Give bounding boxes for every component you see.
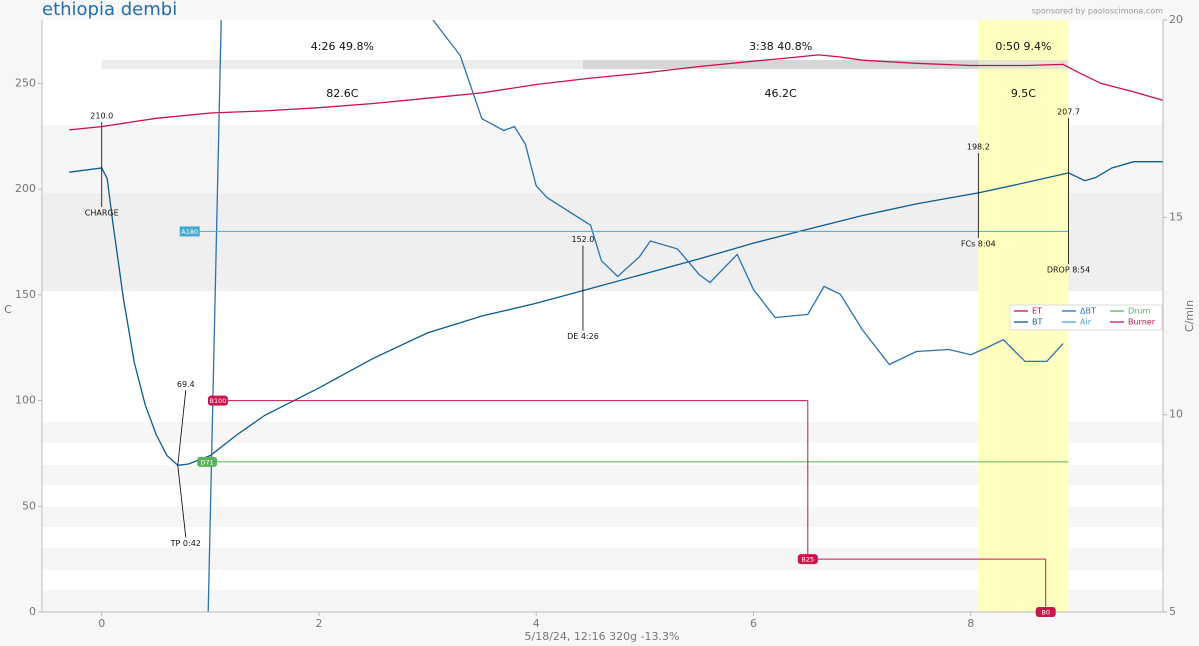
x-tick-label: 8 bbox=[967, 617, 974, 630]
band bbox=[42, 465, 1163, 485]
event-leader bbox=[177, 465, 187, 538]
phase-delta: 46.2C bbox=[765, 87, 797, 100]
legend-label: Air bbox=[1080, 318, 1092, 327]
event-label: DROP 8:54 bbox=[1047, 265, 1090, 274]
bands bbox=[42, 125, 1163, 612]
tag: B0 bbox=[1035, 607, 1056, 617]
tag-label: B0 bbox=[1041, 609, 1050, 617]
y2-tick-label: 10 bbox=[1169, 408, 1183, 421]
x-tick-label: 4 bbox=[533, 617, 540, 630]
tag-label: B100 bbox=[210, 397, 227, 405]
band bbox=[42, 193, 1163, 291]
y-tick-label: 200 bbox=[15, 182, 36, 195]
y2-axis-label: C/min bbox=[1183, 300, 1196, 332]
band bbox=[42, 590, 1163, 612]
band bbox=[42, 548, 1163, 570]
x-tick-label: 2 bbox=[315, 617, 322, 630]
tag-box bbox=[197, 456, 218, 467]
phase-delta: 82.6C bbox=[326, 87, 358, 100]
series-line bbox=[69, 54, 1163, 131]
y2-tick-label: 20 bbox=[1169, 13, 1183, 26]
event-label: TP 0:42 bbox=[170, 539, 201, 548]
y-tick-label: 0 bbox=[29, 605, 36, 618]
tag-label: D71 bbox=[200, 458, 213, 466]
subtitle: sponsored by paoloscimone.com bbox=[1032, 7, 1164, 16]
event-value: 69.4 bbox=[177, 380, 195, 389]
event-value: 152.0 bbox=[571, 235, 594, 244]
tag: A180 bbox=[179, 226, 200, 237]
y-tick-label: 50 bbox=[22, 499, 36, 512]
event-label: FCs 8:04 bbox=[961, 239, 996, 248]
x-axis-label: 5/18/24, 12:16 320g -13.3% bbox=[525, 630, 680, 643]
y-tick-label: 250 bbox=[15, 76, 36, 89]
phase-delta: 9.5C bbox=[1011, 87, 1036, 100]
tag-label: B25 bbox=[801, 556, 814, 564]
legend-box bbox=[1009, 304, 1163, 331]
phase-bar bbox=[978, 60, 1069, 69]
legend-label: ET bbox=[1032, 307, 1042, 316]
event-value: 198.2 bbox=[967, 142, 990, 151]
tag-box bbox=[797, 554, 818, 565]
tag-box bbox=[179, 226, 200, 237]
event-value: 210.0 bbox=[90, 112, 113, 121]
event-leader bbox=[177, 390, 187, 466]
x-tick-label: 0 bbox=[98, 617, 105, 630]
y2-tick-label: 15 bbox=[1169, 210, 1183, 223]
event-label: CHARGE bbox=[85, 209, 119, 218]
event-label: DE 4:26 bbox=[567, 332, 599, 341]
band bbox=[42, 507, 1163, 527]
legend-label: Burner bbox=[1128, 318, 1156, 327]
band bbox=[42, 125, 1163, 193]
legend-label: ΔBT bbox=[1080, 307, 1096, 316]
legend-label: Drum bbox=[1128, 307, 1151, 316]
legend: ET BT ΔBT Air Drum Burner bbox=[1009, 304, 1163, 331]
tag: D71 bbox=[197, 456, 218, 467]
phase-time: 3:38 40.8% bbox=[749, 40, 812, 53]
y-axis-label: C bbox=[4, 303, 12, 316]
x-tick-label: 6 bbox=[750, 617, 757, 630]
band bbox=[42, 422, 1163, 443]
series-line bbox=[69, 161, 1163, 466]
tag: B25 bbox=[797, 554, 818, 565]
tag-box bbox=[207, 395, 228, 406]
legend-label: BT bbox=[1032, 318, 1042, 327]
phase-time: 4:26 49.8% bbox=[311, 40, 374, 53]
tag-box bbox=[1035, 607, 1056, 617]
phase-bar bbox=[582, 60, 979, 69]
tag: B100 bbox=[207, 395, 228, 406]
series-line bbox=[207, 20, 1064, 612]
phase-bar bbox=[101, 60, 583, 69]
y-tick-label: 100 bbox=[15, 394, 36, 407]
tag-label: A180 bbox=[181, 228, 198, 236]
phase-time: 0:50 9.4% bbox=[995, 40, 1051, 53]
y-tick-label: 150 bbox=[15, 288, 36, 301]
y2-tick-label: 5 bbox=[1169, 605, 1176, 618]
chart-title: ethiopia dembi bbox=[42, 0, 177, 20]
event-value: 207.7 bbox=[1057, 107, 1080, 116]
